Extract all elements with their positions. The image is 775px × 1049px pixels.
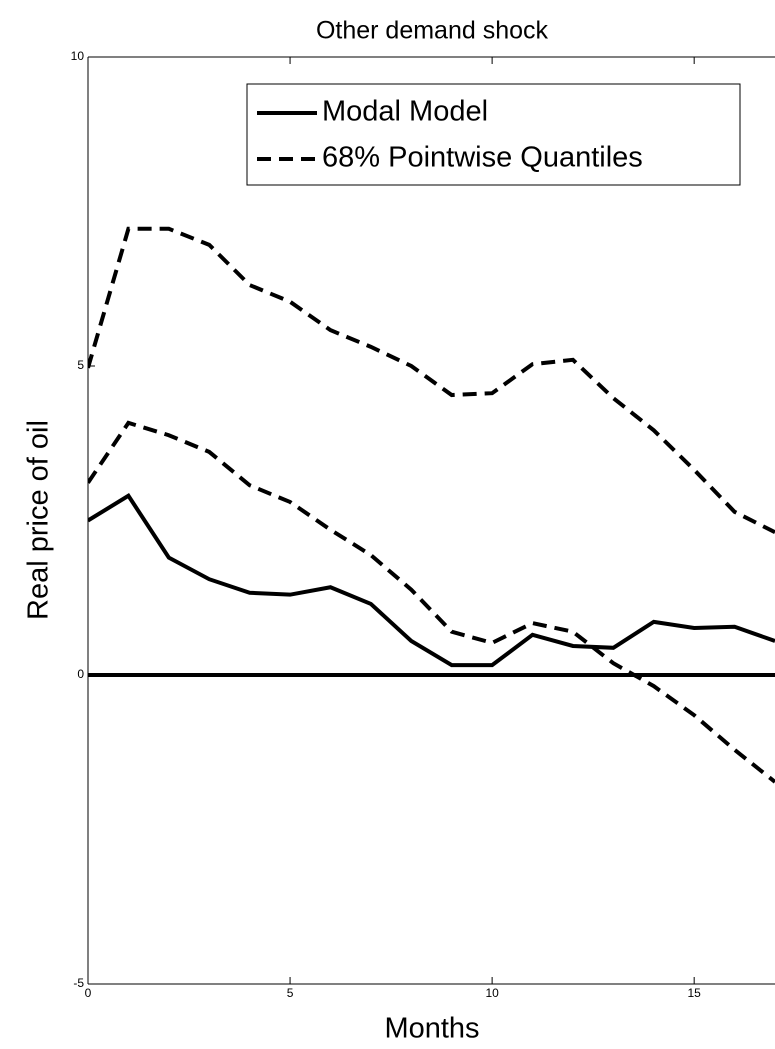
series-line xyxy=(88,226,775,535)
series-line xyxy=(88,493,775,668)
x-tick-label: 15 xyxy=(687,986,701,1000)
x-axis-label: Months xyxy=(384,1013,479,1045)
y-tick-label: 0 xyxy=(77,667,84,681)
legend-label: Modal Model xyxy=(322,96,488,128)
y-tick-label: 10 xyxy=(71,49,85,63)
y-tick-label: 5 xyxy=(77,358,84,372)
y-axis-label: Real price of oil xyxy=(23,420,55,620)
x-tick-label: 0 xyxy=(85,986,92,1000)
x-tick-label: 10 xyxy=(485,986,499,1000)
y-tick-label: -5 xyxy=(73,976,84,990)
series-line xyxy=(88,420,775,784)
chart-title: Other demand shock xyxy=(316,17,549,45)
legend-label: 68% Pointwise Quantiles xyxy=(322,142,643,174)
legend-box xyxy=(246,83,741,186)
x-tick-label: 5 xyxy=(287,986,294,1000)
